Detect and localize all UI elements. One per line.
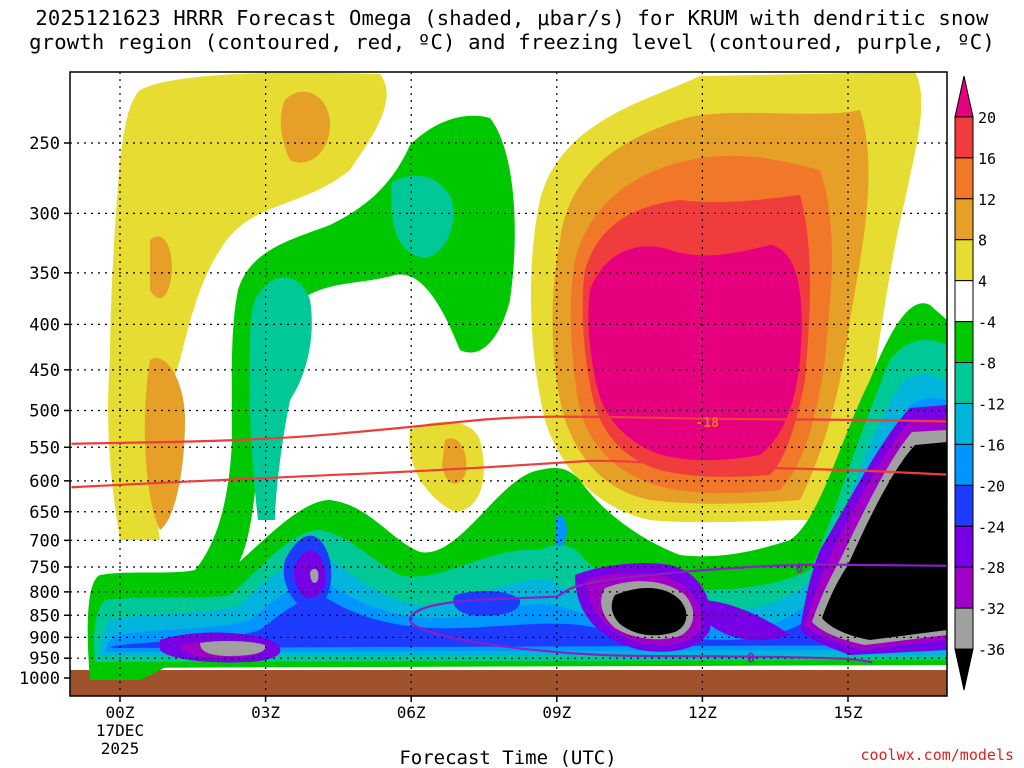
colorbar-label: 16 xyxy=(978,150,996,168)
x-tick-label: 00Z xyxy=(106,703,135,722)
colorbar-label: -20 xyxy=(978,477,1005,495)
title-line-1: 2025121623 HRRR Forecast Omega (shaded, … xyxy=(35,6,989,30)
colorbar-label: -8 xyxy=(978,355,996,373)
colorbar-label: -4 xyxy=(978,314,996,332)
grid-lines xyxy=(70,72,947,696)
contour-line xyxy=(556,563,947,598)
y-tick-label: 700 xyxy=(29,531,60,551)
y-tick-label: 550 xyxy=(29,438,60,458)
contour-label: 0 xyxy=(796,562,804,577)
colorbar-label: -12 xyxy=(978,395,1005,413)
colorbar-swatch xyxy=(954,362,974,404)
colorbar-swatch xyxy=(954,157,974,200)
omega-shaded-field xyxy=(70,72,947,696)
x-axis-label: Forecast Time (UTC) xyxy=(399,747,616,768)
colorbar-label: -16 xyxy=(978,436,1005,454)
colorbar-label: 12 xyxy=(978,191,996,209)
y-tick-label: 350 xyxy=(29,264,60,284)
y-tick-label: 1000 xyxy=(19,669,60,689)
y-tick-label: 600 xyxy=(29,472,60,492)
credit-text: coolwx.com/models xyxy=(860,746,1014,764)
colorbar-label: 4 xyxy=(978,273,987,291)
title-line-2: growth region (contoured, red, ºC) and f… xyxy=(29,30,995,54)
colorbar: 20 16 12 8 4 -4 -8 -12 -16 -20 -24 -28 -32 -36 xyxy=(954,75,1005,691)
x-date-label: 2025 xyxy=(101,739,140,758)
colorbar-swatch xyxy=(954,198,974,241)
y-tick-label: 800 xyxy=(29,583,60,603)
colorbar-label: -36 xyxy=(978,641,1005,659)
chart-title: 2025121623 HRRR Forecast Omega (shaded, … xyxy=(0,6,1024,54)
x-tick-label: 09Z xyxy=(542,703,571,722)
contour-labels: -18 0 0 xyxy=(696,416,804,666)
contours xyxy=(71,415,947,664)
y-tick-label: 950 xyxy=(29,649,60,669)
y-tick-label: 750 xyxy=(29,558,60,578)
colorbar-swatch xyxy=(954,525,974,568)
y-tick-label: 900 xyxy=(29,628,60,648)
y-tick-label: 850 xyxy=(29,606,60,626)
x-tick-label: 03Z xyxy=(251,703,280,722)
contour-label: -18 xyxy=(696,416,720,431)
colorbar-swatch xyxy=(954,280,974,323)
contour-label: 0 xyxy=(747,651,755,666)
colorbar-swatch xyxy=(954,116,974,159)
colorbar-label: 8 xyxy=(978,232,987,250)
x-tick-label: 12Z xyxy=(688,703,717,722)
y-tick-label: 250 xyxy=(29,134,60,154)
x-tick-label: 06Z xyxy=(397,703,426,722)
x-tick-label: 15Z xyxy=(834,703,863,722)
colorbar-arrow-top xyxy=(954,75,974,118)
colorbar-label: 20 xyxy=(978,109,996,127)
colorbar-label: -32 xyxy=(978,600,1005,618)
x-date-label: 17DEC xyxy=(96,721,144,740)
colorbar-swatch xyxy=(954,566,974,609)
colorbar-swatch xyxy=(954,402,974,445)
contour-line xyxy=(408,595,873,664)
y-tick-label: 300 xyxy=(29,204,60,224)
contour-line xyxy=(71,459,947,489)
colorbar-swatch xyxy=(954,321,974,364)
colorbar-swatch xyxy=(954,443,974,486)
colorbar-arrow-bottom xyxy=(954,648,974,691)
colorbar-swatch xyxy=(954,484,974,527)
contour-line xyxy=(71,415,947,445)
y-tick-label: 500 xyxy=(29,402,60,422)
y-axis: 2503003504004505005506006507007508008509… xyxy=(19,134,70,689)
colorbar-label: -24 xyxy=(978,518,1005,536)
ground-strip xyxy=(70,670,947,696)
plot-frame xyxy=(69,71,948,697)
y-tick-label: 400 xyxy=(29,315,60,335)
colorbar-swatch xyxy=(954,239,974,282)
y-tick-label: 450 xyxy=(29,361,60,381)
colorbar-label: -28 xyxy=(978,559,1005,577)
y-tick-label: 650 xyxy=(29,503,60,523)
colorbar-swatch xyxy=(954,607,974,650)
